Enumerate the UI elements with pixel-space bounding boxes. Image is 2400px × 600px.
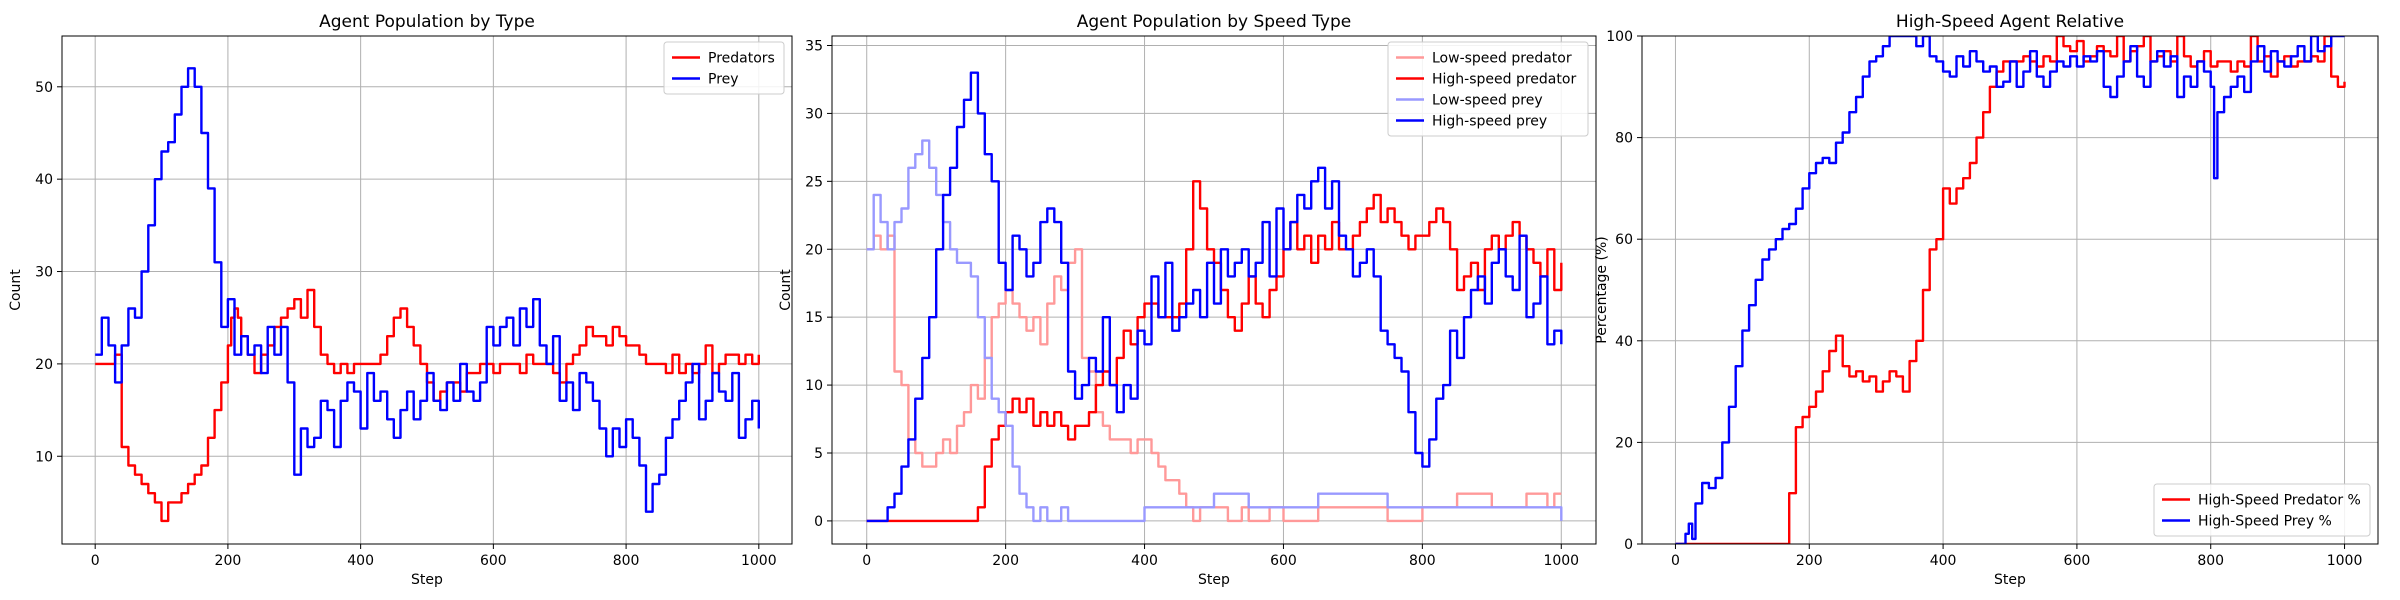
legend: Low-speed predator High-speed predator Low… [1387, 41, 1589, 137]
legend-label: Low-speed prey [1432, 93, 1543, 109]
chart-high-speed-relative: 0 200 400 600 800 1000 0 20 40 60 80 100 High-Speed … [1594, 12, 2379, 588]
series-line-predators [95, 288, 760, 523]
series-line-high-speed-prey- [1675, 36, 2345, 544]
x-tick-label: 0 [91, 553, 100, 569]
y-tick-label: 100 [1606, 29, 1633, 45]
y-tick-label: 30 [35, 265, 53, 281]
x-tick-label: 400 [347, 553, 374, 569]
series-line-high-speed-prey [866, 71, 1563, 523]
x-tick-label: 200 [1796, 553, 1823, 569]
chart-title: Agent Population by Speed Type [1077, 12, 1351, 32]
series-group [866, 71, 1563, 523]
x-axis-label: Step [411, 572, 443, 588]
plot-area-frame [831, 35, 1597, 545]
series-line-high-speed-predator- [1675, 36, 2346, 544]
plot-area-frame [1641, 35, 2379, 545]
chart-title: Agent Population by Type [319, 12, 535, 32]
legend-label: High-Speed Prey % [2198, 514, 2332, 530]
series-line-prey [95, 67, 760, 513]
legend-box [663, 41, 785, 95]
legend-label: Prey [708, 72, 739, 88]
legend-label: High-speed prey [1432, 114, 1547, 130]
x-tick-label: 800 [1409, 553, 1436, 569]
x-tick-label: 600 [1270, 553, 1297, 569]
x-tick-label: 1000 [1543, 553, 1579, 569]
y-tick-label: 15 [805, 310, 823, 326]
legend-label: Low-speed predator [1432, 51, 1572, 67]
y-tick-label: 5 [814, 446, 823, 462]
y-tick-label: 60 [1615, 232, 1633, 248]
legend-box [1387, 41, 1589, 137]
y-axis-label: Percentage (%) [1594, 236, 1610, 343]
x-tick-label: 400 [1131, 553, 1158, 569]
legend-label: High-Speed Predator % [2198, 493, 2361, 509]
series-line-low-speed-prey [866, 139, 1563, 523]
x-tick-label: 0 [1671, 553, 1680, 569]
y-tick-label: 0 [1624, 537, 1633, 553]
x-tick-label: 600 [480, 553, 507, 569]
x-tick-label: 800 [613, 553, 640, 569]
y-tick-label: 40 [35, 172, 53, 188]
y-tick-label: 20 [35, 357, 53, 373]
legend-label: Predators [708, 51, 775, 67]
x-tick-label: 1000 [2327, 553, 2363, 569]
x-axis-label: Step [1994, 572, 2026, 588]
legend-label: High-speed predator [1432, 72, 1576, 88]
y-tick-label: 30 [805, 106, 823, 122]
legend: High-Speed Predator % High-Speed Prey % [2153, 483, 2371, 537]
y-tick-label: 20 [1615, 435, 1633, 451]
series-group [1675, 36, 2346, 544]
x-tick-label: 0 [862, 553, 871, 569]
y-tick-label: 40 [1615, 334, 1633, 350]
y-tick-label: 80 [1615, 131, 1633, 147]
plot-area-frame [61, 35, 793, 545]
x-tick-label: 800 [2197, 553, 2224, 569]
y-axis-label: Count [8, 269, 24, 311]
legend-box [2153, 483, 2371, 537]
chart-population-by-type: 0 200 400 600 800 1000 10 20 30 40 50 Agent Populat… [8, 12, 793, 588]
y-tick-label: 50 [35, 80, 53, 96]
x-tick-label: 600 [2064, 553, 2091, 569]
y-tick-label: 35 [805, 39, 823, 55]
x-tick-label: 1000 [741, 553, 777, 569]
x-tick-label: 400 [1930, 553, 1957, 569]
y-axis-label: Count [778, 269, 794, 311]
x-tick-label: 200 [992, 553, 1019, 569]
series-group [95, 67, 760, 523]
y-tick-label: 0 [814, 514, 823, 530]
y-tick-label: 10 [35, 449, 53, 465]
chart-title: High-Speed Agent Relative [1896, 12, 2124, 32]
y-tick-label: 20 [805, 242, 823, 258]
series-line-high-speed-predator [866, 180, 1563, 523]
y-tick-label: 10 [805, 378, 823, 394]
x-tick-label: 200 [215, 553, 242, 569]
legend: Predators Prey [663, 41, 785, 95]
x-axis-label: Step [1198, 572, 1230, 588]
chart-population-by-speed-type: 0 200 400 600 800 1000 0 5 10 15 20 25 30 35 Agent Pop… [778, 12, 1597, 588]
y-tick-label: 25 [805, 174, 823, 190]
